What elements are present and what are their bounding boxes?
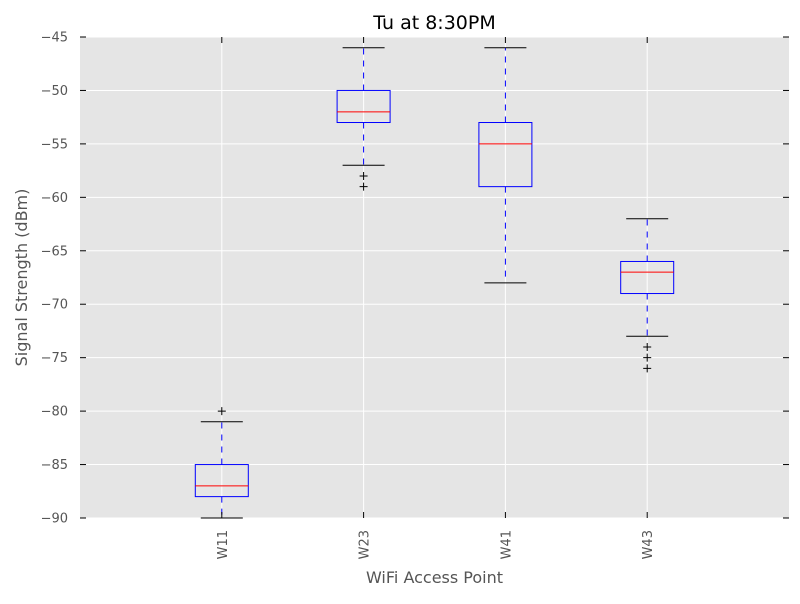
y-tick-label: −50: [41, 84, 68, 99]
tick-labels: −90 −85 −80 −75 −70 −65 −60 −55 −50 −45 W11 W23 W41 W…: [41, 31, 657, 560]
grid-lines: [80, 36, 789, 519]
box-series: [194, 47, 675, 519]
y-tick-label: −65: [41, 244, 68, 259]
box-group-w41: [478, 47, 533, 284]
outlier-point: [643, 342, 652, 351]
y-tick-label: −60: [41, 191, 68, 206]
y-tick-label: −90: [41, 512, 68, 527]
x-tick-label: W11: [216, 530, 231, 559]
outlier-point: [217, 407, 226, 416]
y-tick-label: −80: [41, 405, 68, 420]
chart-title: Tu at 8:30PM: [372, 12, 495, 34]
outlier-point: [643, 353, 652, 362]
iqr-box: [478, 122, 533, 188]
box-group-w23: [336, 47, 391, 191]
iqr-box: [194, 464, 249, 498]
tick-marks: [80, 36, 789, 519]
x-tick-label: W41: [499, 530, 514, 559]
y-tick-label: −55: [41, 137, 68, 152]
box-group-w43: [620, 218, 675, 373]
outlier-point: [359, 182, 368, 191]
y-tick-label: −85: [41, 458, 68, 473]
y-tick-label: −75: [41, 351, 68, 366]
x-tick-label: W23: [358, 530, 373, 559]
outlier-point: [643, 364, 652, 373]
iqr-box: [336, 89, 391, 124]
x-axis-title: WiFi Access Point: [366, 568, 503, 587]
y-axis-title: Signal Strength (dBm): [12, 189, 31, 367]
plot-background: [80, 37, 789, 518]
y-tick-label: −70: [41, 298, 68, 313]
iqr-box: [620, 260, 675, 295]
outlier-point: [359, 171, 368, 180]
y-tick-label: −45: [41, 31, 68, 46]
x-tick-label: W43: [641, 530, 656, 559]
